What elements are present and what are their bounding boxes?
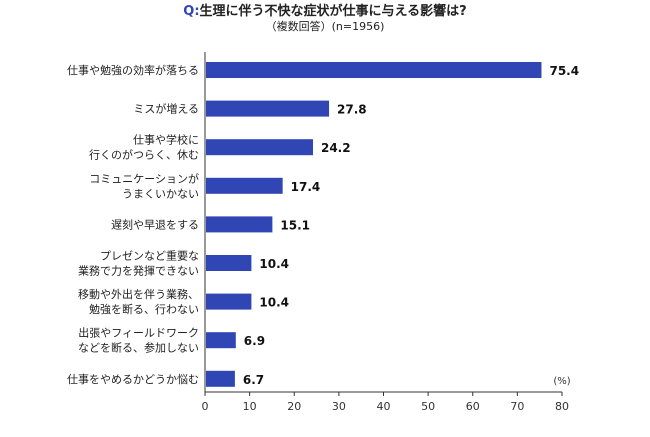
x-tick-label: 10 bbox=[243, 400, 257, 413]
value-label: 17.4 bbox=[291, 180, 321, 194]
category-label: 仕事や学校に bbox=[133, 133, 199, 147]
bar bbox=[206, 216, 273, 233]
category-label: 仕事をやめるかどうか悩む bbox=[67, 372, 199, 386]
category-label: プレゼンなど重要な bbox=[100, 249, 199, 263]
bar bbox=[206, 255, 252, 271]
x-tick-label: 80 bbox=[555, 400, 569, 413]
x-tick-label: 60 bbox=[466, 400, 480, 413]
value-label: 6.7 bbox=[243, 373, 264, 387]
category-label: 行くのがつらく、休む bbox=[89, 148, 199, 162]
x-tick-label: 30 bbox=[332, 400, 346, 413]
x-tick-label: 0 bbox=[202, 400, 209, 413]
category-label: 遅刻や早退をする bbox=[111, 217, 199, 231]
x-tick-label: 20 bbox=[287, 400, 301, 413]
value-label: 27.8 bbox=[337, 103, 367, 117]
value-label: 6.9 bbox=[244, 334, 265, 348]
title-text: 生理に伴う不快な症状が仕事に与える影響は? bbox=[199, 4, 467, 19]
value-label: 24.2 bbox=[321, 141, 351, 155]
title-prefix: Q: bbox=[183, 4, 200, 19]
category-label: 仕事や勉強の効率が落ちる bbox=[67, 63, 199, 77]
chart-subtitle: （複数回答）(n=1956) bbox=[265, 20, 385, 33]
x-tick-label: 50 bbox=[421, 400, 435, 413]
chart-title: Q:生理に伴う不快な症状が仕事に与える影響は? bbox=[0, 4, 650, 20]
bar bbox=[206, 177, 283, 194]
category-label: 業務で力を発揮できない bbox=[78, 264, 199, 278]
bar bbox=[206, 332, 236, 349]
value-label: 15.1 bbox=[280, 218, 310, 232]
bar bbox=[206, 293, 252, 310]
bar bbox=[206, 62, 542, 78]
value-label: 75.4 bbox=[549, 64, 579, 78]
x-tick-label: 70 bbox=[510, 400, 524, 413]
category-label: ミスが増える bbox=[133, 102, 199, 116]
category-label: などを断る、参加しない bbox=[78, 341, 199, 355]
bar bbox=[206, 139, 313, 156]
category-label: コミュニケーションが bbox=[89, 171, 199, 185]
category-label: うまくいかない bbox=[122, 187, 199, 200]
category-label: 勉強を断る、行わない bbox=[89, 302, 199, 316]
category-label: 移動や外出を伴う業務、 bbox=[78, 287, 199, 301]
bar bbox=[206, 100, 330, 117]
value-label: 10.4 bbox=[259, 296, 289, 310]
unit-label: (%) bbox=[553, 376, 570, 387]
value-label: 10.4 bbox=[259, 257, 289, 271]
category-label: 出張やフィールドワーク bbox=[78, 326, 199, 340]
x-tick-label: 40 bbox=[377, 400, 391, 413]
bar bbox=[206, 370, 235, 387]
